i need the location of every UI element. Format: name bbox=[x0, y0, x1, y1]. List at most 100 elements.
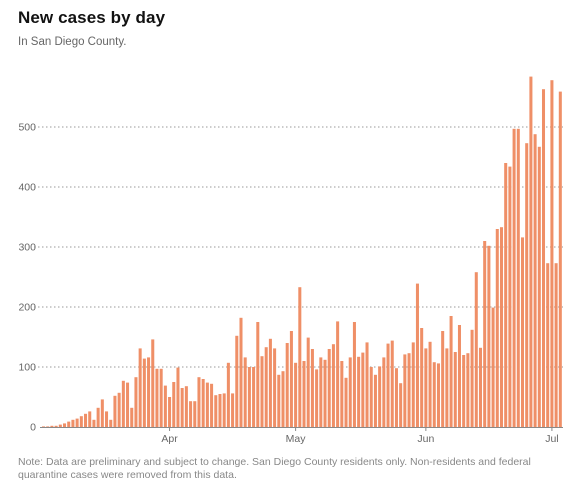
bar bbox=[394, 368, 398, 427]
bar bbox=[352, 322, 356, 427]
bar bbox=[168, 397, 172, 427]
bar bbox=[138, 348, 142, 427]
bar bbox=[113, 395, 117, 427]
bar bbox=[46, 426, 50, 427]
bar bbox=[470, 329, 474, 427]
bar bbox=[415, 283, 419, 427]
bar bbox=[420, 328, 424, 427]
bar bbox=[529, 76, 533, 427]
bar bbox=[273, 348, 277, 427]
bar bbox=[298, 287, 302, 427]
bar bbox=[386, 343, 390, 427]
bar bbox=[121, 380, 125, 427]
x-tick-label: Jun bbox=[417, 433, 434, 445]
bar bbox=[67, 421, 71, 427]
bar bbox=[100, 399, 104, 427]
bar bbox=[92, 419, 96, 427]
bar bbox=[373, 374, 377, 427]
bar bbox=[382, 357, 386, 427]
bar bbox=[558, 91, 562, 427]
bar bbox=[399, 383, 403, 427]
bar bbox=[117, 392, 121, 427]
bar bbox=[197, 377, 201, 427]
bar bbox=[75, 418, 79, 427]
bar bbox=[441, 331, 445, 427]
bar bbox=[344, 377, 348, 427]
bars bbox=[42, 76, 562, 428]
bar bbox=[453, 352, 457, 427]
bar bbox=[436, 363, 440, 427]
bar bbox=[348, 357, 352, 427]
bar bbox=[54, 425, 58, 427]
bar bbox=[50, 425, 54, 427]
bar bbox=[201, 379, 205, 427]
bar bbox=[294, 362, 298, 427]
bar bbox=[105, 411, 109, 427]
bar bbox=[323, 359, 327, 427]
bar bbox=[478, 347, 482, 427]
bar bbox=[130, 407, 134, 427]
bar bbox=[189, 401, 193, 427]
bar bbox=[243, 357, 247, 427]
bar bbox=[235, 335, 239, 427]
bar bbox=[176, 367, 180, 427]
y-tick-label: 200 bbox=[18, 302, 36, 314]
bar bbox=[310, 349, 314, 427]
bar bbox=[407, 353, 411, 427]
bar bbox=[180, 388, 184, 427]
bar bbox=[495, 229, 499, 427]
bar bbox=[449, 316, 453, 427]
bar bbox=[214, 395, 218, 427]
bar bbox=[411, 342, 415, 427]
bar bbox=[512, 128, 516, 428]
bar bbox=[403, 354, 407, 427]
bar bbox=[210, 383, 214, 427]
bar bbox=[546, 263, 550, 427]
bar bbox=[302, 361, 306, 427]
bar bbox=[264, 347, 268, 427]
bar bbox=[516, 128, 520, 428]
bar bbox=[109, 419, 113, 427]
bar bbox=[504, 163, 508, 427]
bar bbox=[390, 340, 394, 427]
bar bbox=[319, 357, 323, 427]
bar bbox=[550, 80, 554, 427]
bar bbox=[483, 241, 487, 427]
bar bbox=[239, 317, 243, 427]
bar bbox=[163, 385, 167, 427]
bar bbox=[361, 352, 365, 427]
y-tick-label: 300 bbox=[18, 242, 36, 254]
bar bbox=[331, 344, 335, 427]
bar bbox=[462, 355, 466, 427]
bar bbox=[159, 368, 163, 427]
y-tick-label: 400 bbox=[18, 182, 36, 194]
bar bbox=[491, 307, 495, 427]
bar bbox=[71, 419, 75, 427]
bar bbox=[315, 369, 319, 427]
bar bbox=[541, 89, 546, 427]
bar bbox=[432, 362, 436, 427]
chart-title: New cases by day bbox=[18, 8, 166, 27]
bar bbox=[205, 382, 209, 427]
bar bbox=[226, 362, 230, 427]
y-tick-label: 500 bbox=[18, 122, 36, 134]
bar bbox=[151, 339, 155, 427]
bar bbox=[281, 371, 285, 427]
bar bbox=[378, 366, 382, 427]
bar bbox=[285, 343, 289, 427]
bar bbox=[155, 368, 159, 427]
bar bbox=[134, 377, 138, 427]
y-tick-label: 100 bbox=[18, 362, 36, 374]
bar bbox=[42, 426, 46, 427]
bar bbox=[487, 245, 491, 427]
x-tick-label: May bbox=[286, 433, 307, 445]
y-tick-label: 0 bbox=[30, 422, 36, 434]
bar bbox=[252, 367, 256, 427]
bar bbox=[63, 423, 67, 427]
footnote: Note: Data are preliminary and subject t… bbox=[18, 456, 531, 481]
bar bbox=[79, 416, 83, 427]
bar bbox=[306, 337, 310, 427]
bar bbox=[520, 237, 525, 427]
bar bbox=[126, 382, 130, 427]
bar bbox=[231, 393, 235, 427]
